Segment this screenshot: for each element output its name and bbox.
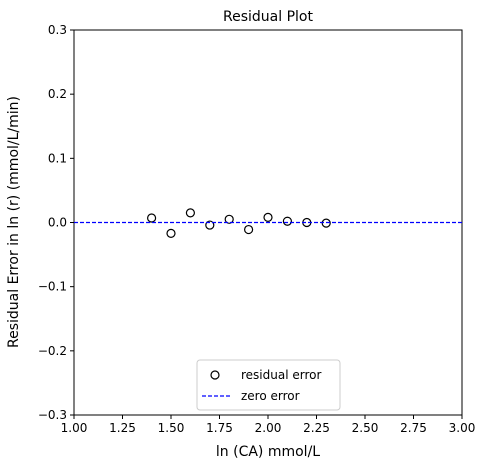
y-tick-label: 0.0: [48, 216, 67, 230]
y-tick-label: 0.3: [48, 23, 67, 37]
x-axis-label: ln (CA) mmol/L: [216, 444, 320, 460]
x-tick-label: 1.50: [158, 421, 185, 435]
x-tick-label: 2.25: [303, 421, 330, 435]
y-tick-label: −0.3: [38, 408, 67, 422]
legend-label-zero-error: zero error: [241, 389, 300, 403]
chart-title: Residual Plot: [223, 9, 313, 25]
x-tick-label: 1.00: [61, 421, 88, 435]
residual-point: [263, 212, 273, 222]
x-tick-label: 2.75: [400, 421, 427, 435]
residual-point: [205, 220, 215, 230]
y-tick-label: −0.1: [38, 280, 67, 294]
residual-point: [321, 218, 331, 228]
residual-point: [244, 224, 254, 235]
legend-box: [196, 359, 341, 411]
legend-label-residual-error: residual error: [241, 368, 321, 382]
axis-ticks: 1.00 1.25 1.50 1.75 2.00 2.25 2.50 2.75 3.00 −0.3…: [38, 23, 476, 435]
residual-point: [282, 216, 292, 226]
x-tick-label: 2.50: [352, 421, 379, 435]
plot-area: [73, 29, 463, 416]
x-tick-label: 2.00: [255, 421, 282, 435]
y-tick-label: −0.2: [38, 344, 67, 358]
legend: residual error zero error: [196, 359, 341, 411]
residual-point: [185, 208, 195, 218]
residual-point: [166, 228, 176, 239]
legend-marker-residual-error: [210, 370, 220, 380]
residual-point: [147, 213, 157, 223]
x-tick-label: 1.25: [109, 421, 136, 435]
residual-point: [224, 214, 234, 224]
y-axis-label: Residual Error in ln (r) (mmol/L/min): [6, 96, 22, 348]
y-tick-label: 0.2: [48, 87, 67, 101]
x-tick-label: 3.00: [449, 421, 476, 435]
x-tick-label: 1.75: [206, 421, 233, 435]
y-tick-label: 0.1: [48, 151, 67, 165]
